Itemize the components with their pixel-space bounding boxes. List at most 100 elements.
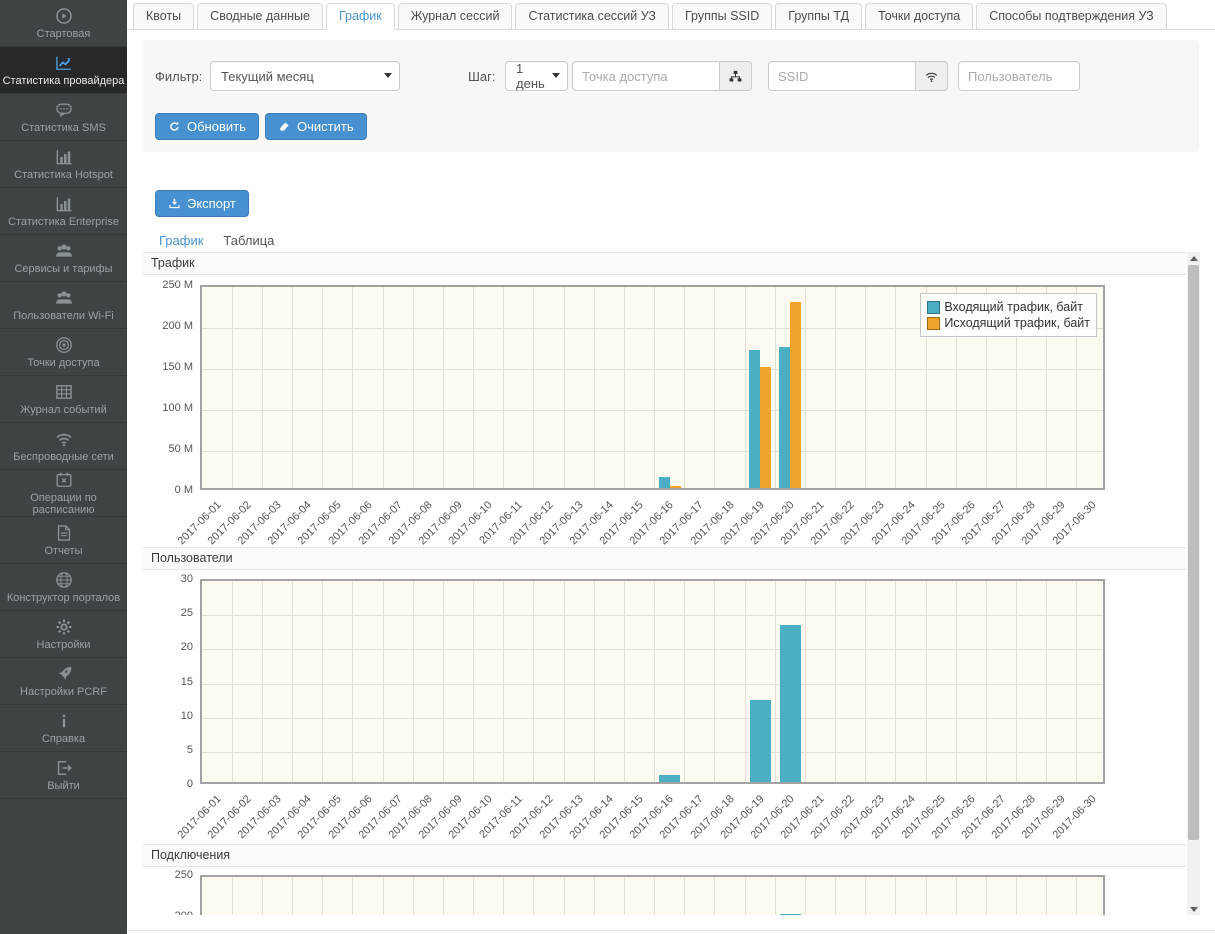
gridline (231, 877, 233, 915)
sidebar-item-label: Статистика Hotspot (14, 169, 113, 181)
sidebar-item-label: Справка (41, 733, 86, 745)
chart-bar (779, 914, 801, 915)
calendar-x-icon (54, 470, 74, 490)
sidebar-item-настройки[interactable]: Настройки (0, 611, 127, 658)
step-select-value: 1 день (516, 61, 545, 91)
sidebar-item-операции-по-расписанию[interactable]: Операции по расписанию (0, 470, 127, 517)
gridline (865, 581, 867, 782)
view-subtabs: График Таблица (149, 228, 284, 256)
gridline (533, 877, 535, 915)
access-point-input[interactable] (572, 61, 720, 91)
chart-bar (790, 301, 802, 488)
gridline (774, 581, 776, 782)
chart-panel-3: Подключения0501001502002502017-06-012017… (143, 844, 1186, 915)
document-icon (54, 523, 74, 543)
vertical-scrollbar[interactable] (1187, 252, 1200, 915)
chart-area: 0 5 10 15 20 25 30 2017-06-01 2017-06-02 2017-06-… (143, 570, 1186, 844)
plot-area (200, 579, 1105, 784)
tab-способы-подтверждения-уз[interactable]: Способы подтверждения УЗ (976, 3, 1167, 30)
sidebar-item-статистика-enterprise[interactable]: Статистика Enterprise (0, 188, 127, 235)
tab-точки-доступа[interactable]: Точки доступа (865, 3, 974, 30)
gridline (202, 683, 1103, 685)
clear-button[interactable]: Очистить (265, 113, 367, 140)
user-input[interactable] (958, 61, 1080, 91)
sidebar-item-статистика-sms[interactable]: Статистика SMS (0, 94, 127, 141)
sidebar-item-стартовая[interactable]: Стартовая (0, 0, 127, 47)
y-axis-label: 15 (180, 675, 193, 688)
gridline (654, 287, 655, 488)
sidebar: Стартовая Статистика провайдера Статистика… (0, 0, 127, 934)
scrollbar-thumb[interactable] (1188, 265, 1199, 840)
sitemap-icon[interactable] (720, 61, 752, 91)
tab-сводные-данные[interactable]: Сводные данные (197, 3, 323, 30)
bar-chart-icon (54, 194, 74, 214)
tab-группы-ssid[interactable]: Группы SSID (671, 3, 773, 30)
sidebar-item-точки-доступа[interactable]: Точки доступа (0, 329, 127, 376)
gridline (231, 287, 233, 488)
clear-button-label: Очистить (297, 119, 354, 134)
tab-группы-тд[interactable]: Группы ТД (775, 3, 863, 30)
sidebar-item-конструктор-порталов[interactable]: Конструктор порталов (0, 564, 127, 611)
gridline (714, 287, 716, 488)
chart-bar (669, 485, 681, 488)
sidebar-item-label: Журнал событий (20, 404, 107, 416)
chart-bar (779, 624, 801, 782)
gridline (1016, 287, 1017, 488)
gridline (442, 581, 444, 782)
gridline (533, 287, 535, 488)
y-axis-label: 250 (174, 869, 193, 881)
subtab-таблица[interactable]: Таблица (223, 233, 275, 248)
sidebar-item-label: Сервисы и тарифы (14, 263, 113, 275)
gridline (985, 877, 987, 915)
download-icon (168, 197, 181, 210)
gridline (925, 581, 927, 782)
gridline (895, 287, 897, 488)
sidebar-item-журнал-событий[interactable]: Журнал событий (0, 376, 127, 423)
gridline (322, 287, 324, 488)
period-select[interactable]: Текущий месяц (210, 61, 400, 91)
tab-квоты[interactable]: Квоты (133, 3, 195, 30)
gridline (412, 581, 414, 782)
gridline (352, 877, 354, 915)
export-button[interactable]: Экспорт (155, 190, 249, 217)
sidebar-item-сервисы-и-тарифы[interactable]: Сервисы и тарифы (0, 235, 127, 282)
tab-журнал-сессий[interactable]: Журнал сессий (397, 3, 513, 30)
sidebar-item-label: Стартовая (36, 28, 91, 40)
tab-график[interactable]: График (325, 3, 395, 30)
gridline (202, 451, 1103, 452)
wifi-icon[interactable] (916, 61, 948, 91)
sidebar-item-пользователи-wi-fi[interactable]: Пользователи Wi-Fi (0, 282, 127, 329)
gridline (1076, 287, 1078, 488)
gridline (714, 581, 716, 782)
gridline (1076, 581, 1078, 782)
sidebar-item-отчеты[interactable]: Отчеты (0, 517, 127, 564)
gridline (533, 581, 535, 782)
gridline (202, 328, 1103, 329)
step-select[interactable]: 1 день (505, 61, 568, 91)
refresh-button[interactable]: Обновить (155, 113, 259, 140)
sidebar-item-статистика-hotspot[interactable]: Статистика Hotspot (0, 141, 127, 188)
sidebar-item-статистика-провайдера[interactable]: Статистика провайдера (0, 47, 127, 94)
sidebar-item-label: Настройки PCRF (20, 686, 107, 698)
gridline (744, 581, 746, 782)
sidebar-item-беспроводные-сети[interactable]: Беспроводные сети (0, 423, 127, 470)
tab-статистика-сессий-уз[interactable]: Статистика сессий УЗ (515, 3, 669, 30)
gridline (804, 877, 806, 915)
gridline (473, 877, 474, 915)
step-label: Шаг: (468, 69, 496, 84)
gridline (563, 581, 565, 782)
sidebar-item-выйти[interactable]: Выйти (0, 752, 127, 799)
scroll-down-arrow-icon[interactable] (1187, 903, 1200, 915)
gridline (955, 581, 957, 782)
sidebar-item-настройки-pcrf[interactable]: Настройки PCRF (0, 658, 127, 705)
gridline (684, 581, 686, 782)
sidebar-item-справка[interactable]: Справка (0, 705, 127, 752)
wifi-icon (54, 429, 74, 449)
y-axis-label: 25 (180, 607, 193, 620)
gridline (382, 581, 384, 782)
scroll-up-arrow-icon[interactable] (1187, 252, 1200, 264)
gridline (925, 877, 927, 915)
chart-bar (659, 775, 681, 782)
gridline (261, 877, 263, 915)
ssid-input[interactable] (768, 61, 916, 91)
